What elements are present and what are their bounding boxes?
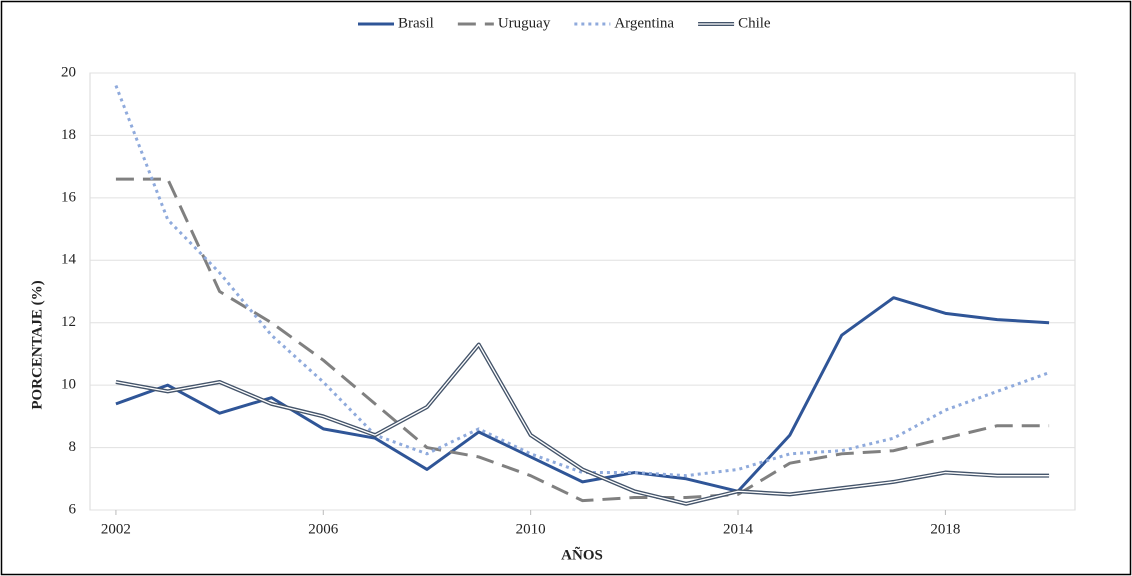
y-tick-label: 12 <box>61 314 76 330</box>
y-axis-label: PORCENTAJE (%) <box>29 280 45 409</box>
x-tick-label: 2002 <box>101 521 131 537</box>
x-axis-label: AÑOS <box>561 545 603 563</box>
series-line <box>115 296 1050 493</box>
series-line <box>115 177 1050 503</box>
y-tick-label: 14 <box>61 252 77 268</box>
y-tick-label: 20 <box>61 64 76 80</box>
legend-label: Brasil <box>398 15 434 31</box>
legend-label: Argentina <box>614 15 674 31</box>
y-tick-label: 16 <box>61 189 77 205</box>
x-tick-label: 2014 <box>723 521 754 537</box>
series-line-inner <box>115 343 1050 505</box>
y-tick-label: 10 <box>61 377 76 393</box>
y-tick-label: 18 <box>61 127 76 143</box>
x-tick-label: 2010 <box>516 521 546 537</box>
x-tick-label: 2018 <box>930 521 960 537</box>
x-tick-label: 2006 <box>308 521 339 537</box>
y-tick-label: 6 <box>69 501 77 517</box>
legend-label: Uruguay <box>498 15 551 31</box>
y-tick-label: 8 <box>69 439 77 455</box>
legend-label: Chile <box>738 15 771 31</box>
